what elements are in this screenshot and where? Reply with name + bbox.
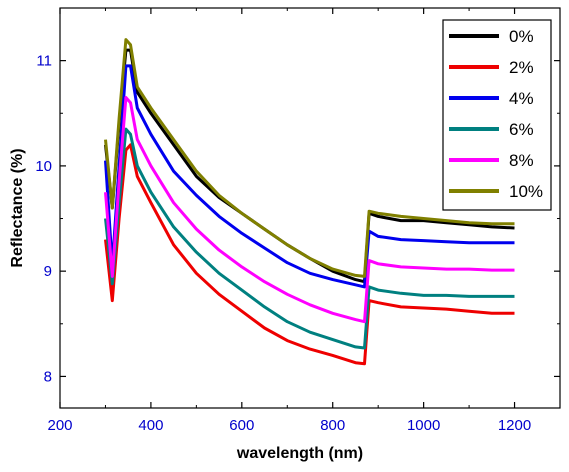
x-axis-label: wavelength (nm) <box>236 445 363 462</box>
y-tick-label: 9 <box>44 263 52 280</box>
tick-labels: 200 400 600 800 1000 1200 8 9 10 11 <box>35 53 531 434</box>
x-tick-label: 1200 <box>498 417 531 434</box>
series-line-10pct <box>104 38 515 278</box>
plot-axes <box>59 7 561 409</box>
x-tick-label: 400 <box>138 417 163 434</box>
legend-label: 0% <box>509 27 534 46</box>
series-line-4pct <box>104 64 515 289</box>
series-line-6pct <box>104 127 515 350</box>
x-tick-label: 1000 <box>407 417 440 434</box>
y-tick-label: 8 <box>44 368 52 385</box>
plot-series <box>104 38 515 366</box>
x-tick-label: 800 <box>320 417 345 434</box>
y-axis-label: Reflectance (%) <box>9 148 26 267</box>
legend-label: 2% <box>509 58 534 77</box>
y-tick-label: 10 <box>35 158 52 175</box>
plot-frame <box>59 7 561 409</box>
legend-label: 4% <box>509 89 534 108</box>
legend: 0% 2% 4% 6% 8% 10% <box>442 19 552 211</box>
legend-label: 10% <box>509 182 543 201</box>
legend-label: 8% <box>509 151 534 170</box>
series-line-8pct <box>104 96 515 324</box>
y-tick-label: 11 <box>36 53 52 70</box>
legend-label: 6% <box>509 120 534 139</box>
x-tick-label: 600 <box>229 417 254 434</box>
legend-box <box>442 19 552 211</box>
series-line-2pct <box>104 143 515 366</box>
x-tick-label: 200 <box>47 417 72 434</box>
